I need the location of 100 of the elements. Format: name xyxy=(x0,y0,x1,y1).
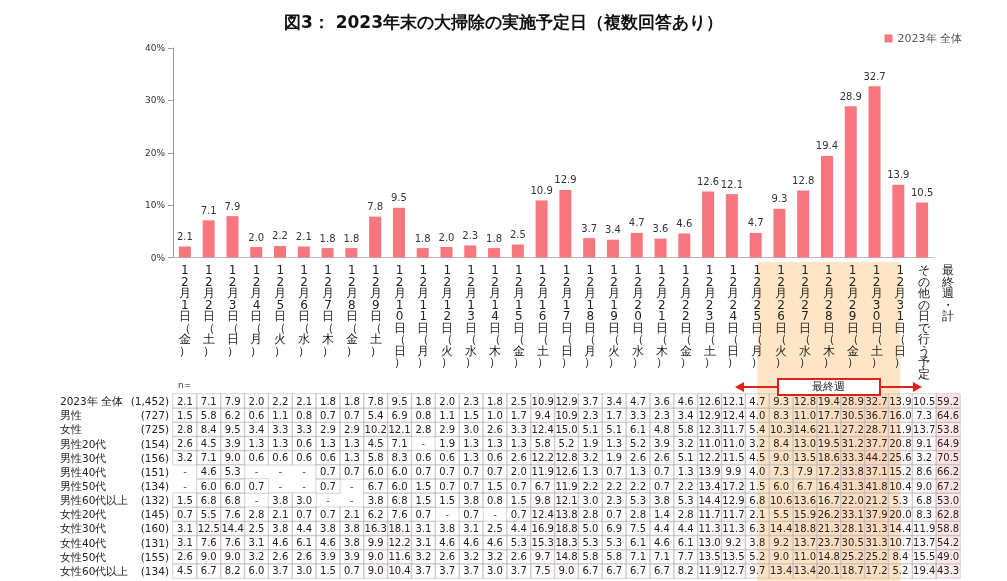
bar xyxy=(654,238,667,258)
data-label: 2.1 xyxy=(343,508,360,520)
data-label: 2.9 xyxy=(320,423,336,435)
data-label: 5.8 xyxy=(367,452,384,464)
data-label: 11.5 xyxy=(722,452,745,464)
data-label: 4.6 xyxy=(653,537,670,549)
data-label: 4.7 xyxy=(749,395,766,407)
data-label: 7.9 xyxy=(224,200,241,212)
data-label: 15.5 xyxy=(913,551,936,563)
y-tick-label: 女性40代 xyxy=(60,536,107,549)
y-tick-label: 男性30代 xyxy=(60,451,107,464)
data-label: 33.8 xyxy=(841,466,864,478)
data-label: 37.7 xyxy=(865,438,888,450)
data-label: 2.8 xyxy=(176,423,193,435)
data-label: 2.6 xyxy=(296,551,313,563)
data-label: 2.2 xyxy=(677,480,694,492)
y-tick-label: 男性40代 xyxy=(60,465,107,478)
band-label: 最終週 xyxy=(776,378,881,396)
data-label: 6.7 xyxy=(367,480,384,492)
x-tick-label: 12月3日（日） xyxy=(226,263,240,358)
data-label: 17.2 xyxy=(865,565,888,577)
bar xyxy=(250,247,263,258)
legend-label: 2023年 全体 xyxy=(897,32,963,45)
data-label: 2.5 xyxy=(487,522,503,534)
data-label: 4.6 xyxy=(487,537,503,549)
data-label: 3.2 xyxy=(463,551,480,563)
bar xyxy=(511,244,524,258)
data-label: 12.6 xyxy=(698,395,721,407)
x-tick-label: 12月6日（水） xyxy=(297,263,311,358)
data-label: 3.1 xyxy=(248,537,265,549)
data-label: 9.0 xyxy=(773,452,790,464)
y-tick-label: 女性 xyxy=(60,423,82,436)
data-label: 9.7 xyxy=(749,565,766,577)
data-label: 0.6 xyxy=(320,452,336,464)
data-label: 8.6 xyxy=(916,466,933,478)
data-label: 2.3 xyxy=(653,409,670,421)
data-label: 10.4 xyxy=(889,480,912,492)
data-label: 27.2 xyxy=(841,423,864,435)
data-label: 19.4 xyxy=(817,395,840,407)
text: - xyxy=(350,480,354,492)
data-label: 4.6 xyxy=(272,537,289,549)
data-label: 33.3 xyxy=(841,452,864,464)
data-label: 1.5 xyxy=(487,480,503,492)
bar xyxy=(749,232,762,258)
bar xyxy=(226,216,239,258)
data-label: 0.6 xyxy=(272,452,289,464)
data-label: 2.3 xyxy=(582,409,599,421)
bar xyxy=(678,233,691,258)
data-label: 12.7 xyxy=(722,565,745,577)
data-label: 1.8 xyxy=(486,232,502,244)
bar xyxy=(583,238,596,258)
data-label: 4.4 xyxy=(653,522,670,534)
y-tick-label: 男性20代 xyxy=(60,437,107,450)
y2-tick-label: (727) xyxy=(140,409,169,422)
data-label: 5.4 xyxy=(367,409,384,421)
text: n= xyxy=(178,379,192,390)
data-label: 19.5 xyxy=(817,438,840,450)
data-label: 2.3 xyxy=(463,395,480,407)
data-label: 1.7 xyxy=(510,409,527,421)
y-tick-label: 女性60代以上 xyxy=(60,564,129,577)
data-label: 5.3 xyxy=(606,537,623,549)
data-label: 16.0 xyxy=(889,409,912,421)
data-label: 53.0 xyxy=(936,494,960,506)
data-label: 30.5 xyxy=(841,409,864,421)
data-label: 15.3 xyxy=(531,537,554,549)
data-label: 3.1 xyxy=(415,522,432,534)
data-label: 3.2 xyxy=(677,438,694,450)
y-tick-label: 女性20代 xyxy=(60,508,107,521)
data-label: 10.4 xyxy=(388,565,411,577)
data-label: 0.7 xyxy=(176,508,193,520)
data-label: 20.0 xyxy=(889,508,912,520)
data-label: 1.3 xyxy=(320,438,336,450)
data-label: 1.1 xyxy=(439,409,456,421)
data-label: 2.5 xyxy=(510,395,527,407)
category-label: 12月11日（月） xyxy=(417,263,430,369)
data-label: 9.2 xyxy=(773,537,790,549)
bar xyxy=(464,245,477,258)
data-label: 1.3 xyxy=(343,438,360,450)
y2-tick-label: (156) xyxy=(140,451,169,464)
data-label: 5.2 xyxy=(558,438,575,450)
data-label: 6.8 xyxy=(224,494,241,506)
data-label: 0.7 xyxy=(487,466,503,478)
x-tick-label: 12月1日（金） xyxy=(178,263,192,358)
data-label: 30.5 xyxy=(841,537,864,549)
data-label: 2.1 xyxy=(176,231,193,242)
data-label: 17.2 xyxy=(817,466,840,478)
bar xyxy=(630,232,643,258)
data-label: 2.0 xyxy=(248,395,265,407)
data-label: 18.3 xyxy=(555,537,578,549)
data-label: 2.3 xyxy=(462,229,479,241)
data-label: 4.4 xyxy=(296,522,313,534)
data-label: 64.6 xyxy=(936,409,960,421)
data-label: 6.1 xyxy=(677,537,694,549)
data-label: 17.7 xyxy=(817,409,840,421)
data-label: 18.6 xyxy=(817,452,840,464)
bar xyxy=(440,247,453,258)
y-tick-label: 20% xyxy=(144,147,166,158)
data-label: 26.2 xyxy=(817,508,840,520)
data-label: 3.6 xyxy=(653,395,670,407)
data-label: 3.4 xyxy=(677,409,694,421)
